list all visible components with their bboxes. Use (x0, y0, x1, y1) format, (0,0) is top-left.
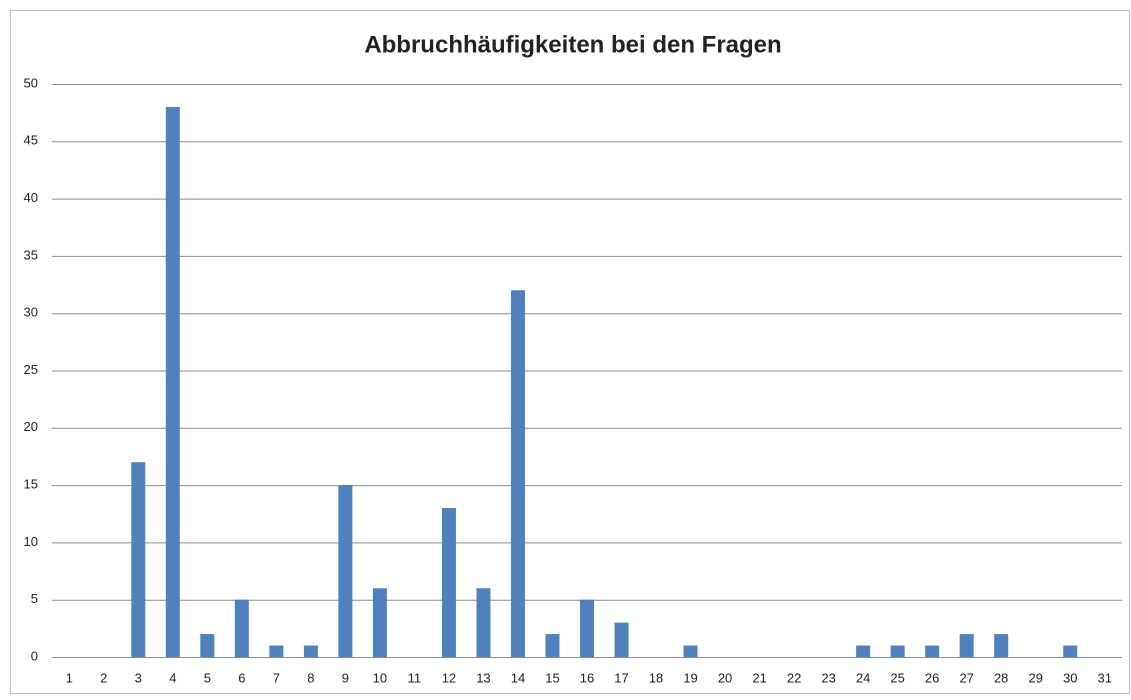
x-tick-label: 29 (1028, 670, 1042, 685)
x-tick-label: 31 (1098, 670, 1112, 685)
bar (269, 645, 284, 657)
y-tick-label: 45 (24, 133, 38, 148)
bar (234, 599, 249, 657)
chart-title: Abbruchhäufigkeiten bei den Fragen (364, 31, 781, 58)
x-tick-label: 8 (307, 670, 314, 685)
x-tick-label: 14 (511, 670, 525, 685)
bar (200, 634, 215, 657)
chart-frame (10, 10, 1130, 694)
bar (1063, 645, 1078, 657)
y-tick-label: 15 (24, 477, 38, 492)
y-tick-label: 25 (24, 362, 38, 377)
y-tick-label: 35 (24, 247, 38, 262)
x-tick-label: 2 (100, 670, 107, 685)
x-tick-label: 20 (718, 670, 732, 685)
bar (890, 645, 905, 657)
x-tick-label: 26 (925, 670, 939, 685)
x-tick-label: 3 (135, 670, 142, 685)
y-tick-label: 10 (24, 534, 38, 549)
x-tick-label: 11 (408, 670, 422, 685)
x-tick-label: 21 (752, 670, 766, 685)
x-tick-label: 25 (890, 670, 904, 685)
x-tick-label: 7 (273, 670, 280, 685)
x-tick-label: 10 (373, 670, 387, 685)
y-tick-label: 0 (31, 648, 38, 663)
bar (580, 599, 594, 657)
x-tick-label: 17 (614, 670, 628, 685)
x-tick-label: 27 (959, 670, 973, 685)
bar (338, 485, 353, 657)
y-tick-label: 5 (31, 591, 38, 606)
x-tick-label: 19 (683, 670, 697, 685)
x-tick-label: 28 (994, 670, 1008, 685)
bar (683, 645, 698, 657)
y-tick-label: 40 (24, 190, 38, 205)
bar (372, 588, 387, 657)
bar (510, 290, 525, 657)
x-tick-label: 13 (476, 670, 490, 685)
x-tick-label: 4 (169, 670, 176, 685)
bar (165, 106, 180, 658)
y-tick-label: 30 (24, 305, 38, 320)
x-tick-label: 24 (856, 670, 870, 685)
y-tick-label: 50 (24, 75, 38, 90)
bar (476, 588, 491, 657)
x-tick-label: 18 (649, 670, 663, 685)
x-tick-label: 22 (787, 670, 801, 685)
bar (959, 634, 974, 657)
bar (131, 462, 146, 657)
bar (545, 634, 560, 657)
bar (441, 508, 456, 657)
bar (303, 645, 318, 657)
x-tick-label: 9 (342, 670, 349, 685)
x-tick-label: 5 (204, 670, 211, 685)
bar (614, 622, 629, 657)
x-tick-label: 30 (1063, 670, 1077, 685)
bar (994, 634, 1009, 657)
bar (856, 645, 871, 657)
x-tick-label: 15 (545, 670, 559, 685)
bar (925, 645, 940, 657)
x-tick-label: 6 (238, 670, 245, 685)
x-tick-label: 16 (580, 670, 594, 685)
x-tick-label: 12 (442, 670, 456, 685)
x-tick-label: 23 (821, 670, 835, 685)
y-tick-label: 20 (24, 419, 38, 434)
x-tick-label: 1 (66, 670, 73, 685)
